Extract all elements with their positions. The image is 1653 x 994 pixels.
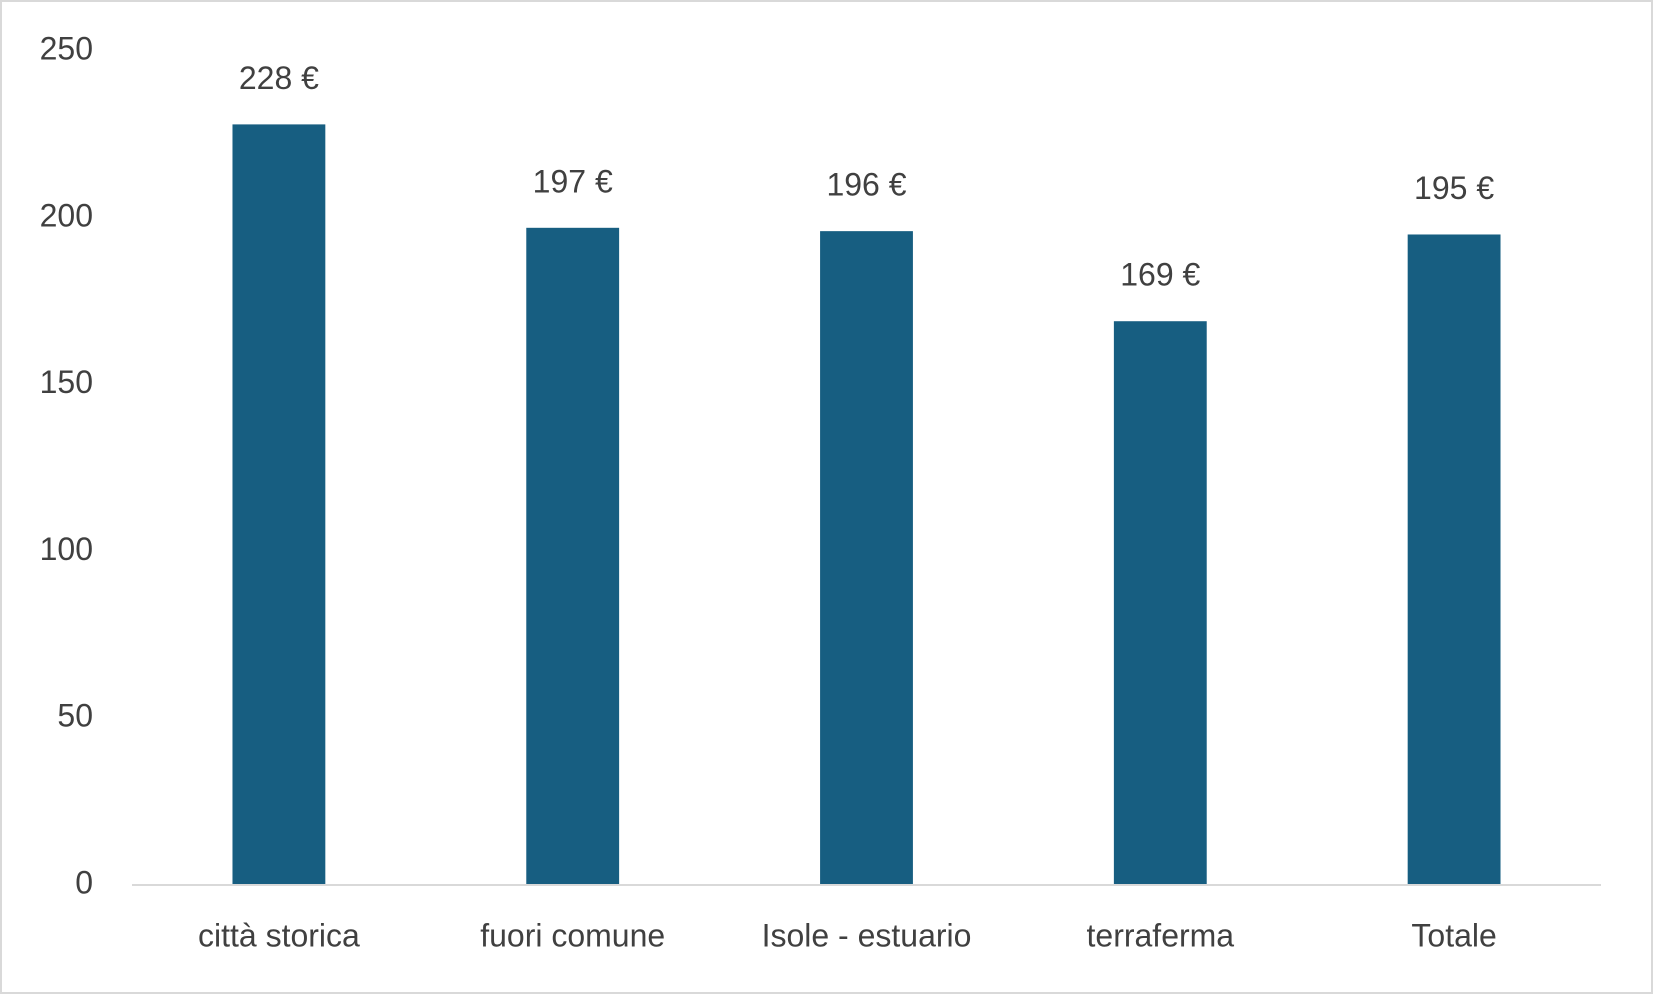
bar	[1113, 321, 1207, 885]
bar	[1407, 234, 1501, 886]
y-tick-label: 150	[40, 364, 93, 400]
data-label: 197 €	[533, 163, 613, 199]
bar	[232, 124, 326, 886]
y-tick-label: 200	[40, 197, 93, 233]
x-tick-label: Totale	[1411, 917, 1496, 953]
x-tick-label: terraferma	[1087, 917, 1235, 953]
y-tick-label: 0	[75, 864, 93, 900]
x-tick-label: fuori comune	[480, 917, 665, 953]
data-label: 195 €	[1414, 170, 1494, 206]
data-label: 228 €	[239, 60, 319, 96]
data-label: 169 €	[1120, 257, 1200, 293]
bar	[820, 231, 913, 886]
y-tick-label: 100	[40, 531, 93, 567]
data-label: 196 €	[826, 167, 906, 203]
y-tick-label: 250	[40, 30, 93, 66]
y-tick-label: 50	[57, 698, 93, 734]
x-tick-label: città storica	[198, 917, 360, 953]
bar	[526, 227, 620, 886]
x-tick-label: Isole - estuario	[762, 917, 972, 953]
